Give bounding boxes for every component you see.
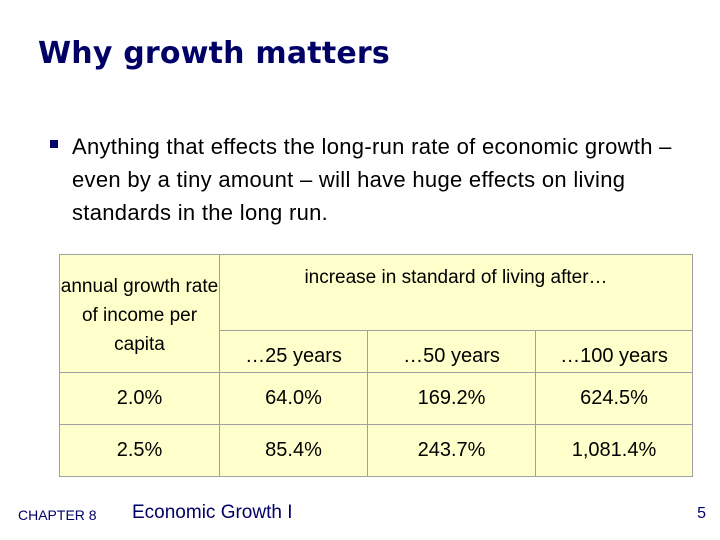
table-row: 2.0% 64.0% 169.2% 624.5% (59, 372, 693, 425)
table-years-row: …25 years …50 years …100 years (60, 330, 693, 373)
header-growth-rate: annual growth rate of income per capita (59, 254, 220, 373)
row-rate: 2.5% (59, 424, 220, 477)
table-cell: 624.5% (535, 372, 693, 425)
header-year: …50 years (367, 330, 536, 373)
table-cell: 85.4% (219, 424, 368, 477)
table-row: 2.5% 85.4% 243.7% 1,081.4% (59, 424, 693, 477)
table-header-row: annual growth rate of income per capita … (59, 254, 693, 373)
slide-title: Why growth matters (38, 36, 390, 71)
table-cell: 1,081.4% (535, 424, 693, 477)
row-rate: 2.0% (59, 372, 220, 425)
bullet-text: Anything that effects the long-run rate … (72, 134, 672, 225)
growth-table: annual growth rate of income per capita … (59, 254, 693, 477)
table-cell: 64.0% (219, 372, 368, 425)
page-number: 5 (697, 505, 706, 522)
footer-chapter: CHAPTER 8 (18, 507, 97, 523)
footer-title: Economic Growth I (132, 502, 293, 523)
header-increase: increase in standard of living after… (219, 254, 693, 331)
square-bullet-icon (50, 140, 58, 148)
header-year: …25 years (219, 330, 368, 373)
table-cell: 243.7% (367, 424, 536, 477)
table-cell: 169.2% (367, 372, 536, 425)
header-year: …100 years (535, 330, 693, 373)
